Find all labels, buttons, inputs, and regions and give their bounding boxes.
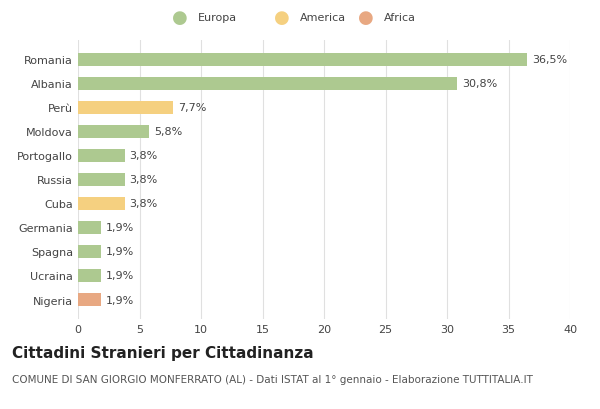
Bar xyxy=(78,54,527,67)
Text: ●: ● xyxy=(358,9,374,27)
Text: 3,8%: 3,8% xyxy=(130,151,158,161)
Text: 5,8%: 5,8% xyxy=(154,127,182,137)
Text: 1,9%: 1,9% xyxy=(106,295,134,305)
Text: 7,7%: 7,7% xyxy=(178,103,206,113)
Text: America: America xyxy=(300,13,346,23)
Bar xyxy=(78,149,125,163)
Bar xyxy=(78,101,173,115)
Text: ●: ● xyxy=(172,9,188,27)
Bar xyxy=(78,245,101,258)
Text: ●: ● xyxy=(274,9,290,27)
Text: 3,8%: 3,8% xyxy=(130,199,158,209)
Bar xyxy=(78,293,101,306)
Bar xyxy=(78,173,125,187)
Text: 1,9%: 1,9% xyxy=(106,223,134,233)
Text: Cittadini Stranieri per Cittadinanza: Cittadini Stranieri per Cittadinanza xyxy=(12,346,314,361)
Text: 1,9%: 1,9% xyxy=(106,271,134,281)
Text: Europa: Europa xyxy=(198,13,237,23)
Bar xyxy=(78,269,101,282)
Text: COMUNE DI SAN GIORGIO MONFERRATO (AL) - Dati ISTAT al 1° gennaio - Elaborazione : COMUNE DI SAN GIORGIO MONFERRATO (AL) - … xyxy=(12,374,533,384)
Bar xyxy=(78,126,149,139)
Text: 30,8%: 30,8% xyxy=(462,79,497,89)
Text: 3,8%: 3,8% xyxy=(130,175,158,185)
Bar xyxy=(78,197,125,211)
Text: 1,9%: 1,9% xyxy=(106,247,134,257)
Text: 36,5%: 36,5% xyxy=(532,55,567,65)
Bar xyxy=(78,78,457,91)
Bar xyxy=(78,221,101,234)
Text: Africa: Africa xyxy=(384,13,416,23)
